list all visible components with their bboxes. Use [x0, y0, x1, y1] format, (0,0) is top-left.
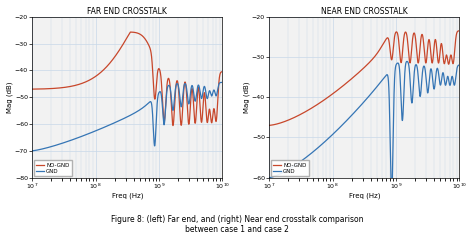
- NO-GND: [408, 54, 414, 57]
- NO-GND: [456, 29, 462, 32]
- GND: [29, 149, 35, 152]
- NO-GND: [128, 31, 133, 33]
- GND: [266, 176, 272, 179]
- NO-GND: [423, 61, 428, 64]
- NO-GND: [153, 89, 159, 92]
- NO-GND: [170, 124, 176, 127]
- NO-GND: [219, 70, 225, 73]
- Line: NO-GND: NO-GND: [269, 31, 459, 125]
- GND: [171, 101, 177, 104]
- GND: [301, 158, 307, 161]
- Y-axis label: Mag (dB): Mag (dB): [244, 81, 250, 113]
- NO-GND: [186, 123, 191, 125]
- NO-GND: [381, 42, 386, 45]
- NO-GND: [172, 111, 177, 114]
- GND: [153, 127, 159, 130]
- GND: [381, 77, 386, 80]
- GND: [389, 194, 394, 197]
- Title: FAR END CROSSTALK: FAR END CROSSTALK: [87, 7, 167, 16]
- GND: [339, 124, 345, 127]
- NO-GND: [390, 51, 396, 54]
- Title: NEAR END CROSSTALK: NEAR END CROSSTALK: [321, 7, 408, 16]
- GND: [390, 147, 396, 150]
- Legend: NO-GND, GND: NO-GND, GND: [271, 160, 309, 176]
- GND: [404, 60, 410, 63]
- GND: [456, 64, 462, 66]
- NO-GND: [339, 85, 345, 88]
- Line: GND: GND: [269, 61, 459, 196]
- GND: [64, 140, 70, 143]
- NO-GND: [144, 39, 149, 42]
- GND: [219, 81, 225, 84]
- X-axis label: Freq (Hz): Freq (Hz): [348, 193, 380, 199]
- NO-GND: [301, 111, 307, 114]
- GND: [186, 102, 191, 105]
- GND: [102, 126, 108, 128]
- GND: [423, 73, 428, 76]
- NO-GND: [102, 67, 108, 70]
- NO-GND: [64, 86, 70, 88]
- Line: GND: GND: [32, 82, 222, 151]
- NO-GND: [266, 124, 272, 127]
- GND: [144, 104, 149, 106]
- NO-GND: [29, 88, 35, 91]
- X-axis label: Freq (Hz): Freq (Hz): [111, 193, 143, 199]
- Y-axis label: Mag (dB): Mag (dB): [7, 81, 13, 113]
- Line: NO-GND: NO-GND: [32, 32, 222, 126]
- GND: [409, 97, 414, 100]
- Legend: NO-GND, GND: NO-GND, GND: [34, 160, 72, 176]
- Text: Figure 8: (left) Far end, and (right) Near end crosstalk comparison
between case: Figure 8: (left) Far end, and (right) Ne…: [111, 215, 363, 234]
